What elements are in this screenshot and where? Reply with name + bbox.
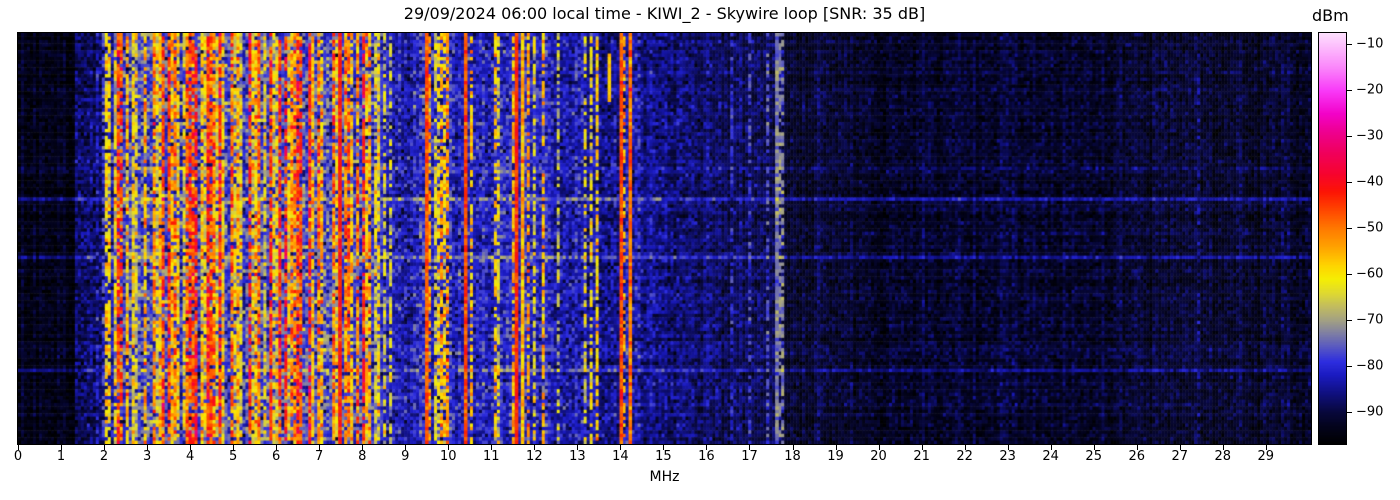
colorbar-tick-mark	[1347, 136, 1352, 138]
colorbar-tick-label: −60	[1356, 266, 1384, 282]
x-tick-label: 20	[870, 449, 887, 464]
colorbar-tick-label: −40	[1356, 174, 1384, 190]
x-tick-label: 17	[741, 449, 758, 464]
x-tick-mark	[61, 445, 63, 450]
x-tick-mark	[534, 445, 536, 450]
x-tick-mark	[1093, 445, 1095, 450]
colorbar-tick-mark	[1347, 182, 1352, 184]
x-axis-label: MHz	[649, 469, 680, 485]
colorbar	[1318, 32, 1347, 445]
x-tick-mark	[1265, 445, 1267, 450]
waterfall-plot-area	[17, 32, 1312, 445]
x-tick-label: 11	[483, 449, 500, 464]
colorbar-tick-mark	[1347, 320, 1352, 321]
x-tick-mark	[1050, 445, 1052, 450]
x-tick-mark	[620, 445, 622, 450]
x-tick-mark	[1179, 445, 1181, 450]
x-tick-label: 26	[1128, 449, 1146, 464]
x-tick-mark	[577, 445, 579, 450]
colorbar-tick-label: −90	[1356, 404, 1384, 420]
x-tick-mark	[749, 445, 751, 450]
x-tick-mark	[405, 445, 407, 450]
x-tick-label: 6	[272, 449, 281, 464]
x-tick-label: 24	[1042, 449, 1059, 464]
x-tick-label: 28	[1214, 449, 1232, 464]
x-tick-label: 7	[315, 449, 324, 464]
x-tick-label: 1	[56, 449, 66, 464]
x-tick-label: 10	[440, 449, 457, 464]
colorbar-tick-mark	[1347, 228, 1352, 230]
colorbar-label: dBm	[1312, 6, 1349, 25]
colorbar-tick-label: −50	[1356, 220, 1384, 236]
x-tick-mark	[1136, 445, 1138, 450]
x-tick-label: 0	[13, 449, 23, 464]
x-tick-mark	[190, 445, 192, 450]
x-tick-label: 22	[956, 449, 973, 464]
x-tick-mark	[276, 445, 278, 450]
x-tick-mark	[233, 445, 235, 450]
colorbar-tick-label: −30	[1356, 128, 1384, 144]
x-tick-mark	[1222, 445, 1224, 450]
x-tick-mark	[921, 445, 923, 450]
x-tick-label: 13	[569, 449, 586, 464]
x-tick-label: 15	[655, 449, 672, 464]
chart-title: 29/09/2024 06:00 local time - KIWI_2 - S…	[403, 4, 926, 23]
colorbar-canvas	[1319, 33, 1346, 444]
x-tick-mark	[319, 445, 321, 450]
x-tick-mark	[1007, 445, 1009, 450]
colorbar-tick-mark	[1347, 365, 1352, 367]
x-tick-label: 27	[1171, 449, 1189, 464]
x-tick-label: 19	[827, 449, 844, 464]
colorbar-tick-label: −20	[1356, 82, 1384, 98]
x-tick-mark	[362, 445, 364, 450]
x-tick-label: 23	[999, 449, 1016, 464]
x-tick-label: 16	[698, 449, 715, 464]
x-tick-label: 9	[401, 449, 410, 464]
x-tick-mark	[835, 445, 837, 450]
x-tick-mark	[792, 445, 794, 450]
x-tick-label: 8	[358, 449, 367, 464]
colorbar-tick-mark	[1347, 44, 1352, 46]
x-tick-mark	[491, 445, 493, 450]
x-tick-mark	[18, 445, 19, 450]
x-tick-mark	[448, 445, 450, 450]
colorbar-tick-mark	[1347, 274, 1352, 276]
x-tick-mark	[104, 445, 106, 450]
waterfall-canvas	[18, 33, 1311, 444]
x-tick-label: 25	[1085, 449, 1102, 464]
x-tick-mark	[663, 445, 665, 450]
x-tick-mark	[147, 445, 149, 450]
x-tick-label: 5	[229, 449, 238, 464]
colorbar-tick-label: −70	[1356, 312, 1384, 328]
x-tick-label: 2	[99, 449, 109, 464]
colorbar-tick-mark	[1347, 90, 1352, 92]
colorbar-tick-label: −10	[1356, 36, 1384, 52]
x-tick-label: 18	[784, 449, 801, 464]
x-tick-label: 12	[526, 449, 543, 464]
x-tick-label: 4	[185, 449, 195, 464]
colorbar-tick-mark	[1347, 411, 1352, 413]
x-tick-label: 21	[913, 449, 930, 464]
x-tick-mark	[706, 445, 708, 450]
x-tick-mark	[878, 445, 880, 450]
colorbar-tick-label: −80	[1356, 358, 1384, 374]
x-tick-label: 3	[142, 449, 152, 464]
x-tick-mark	[964, 445, 966, 450]
x-tick-label: 14	[612, 449, 629, 464]
x-tick-label: 29	[1257, 449, 1275, 464]
